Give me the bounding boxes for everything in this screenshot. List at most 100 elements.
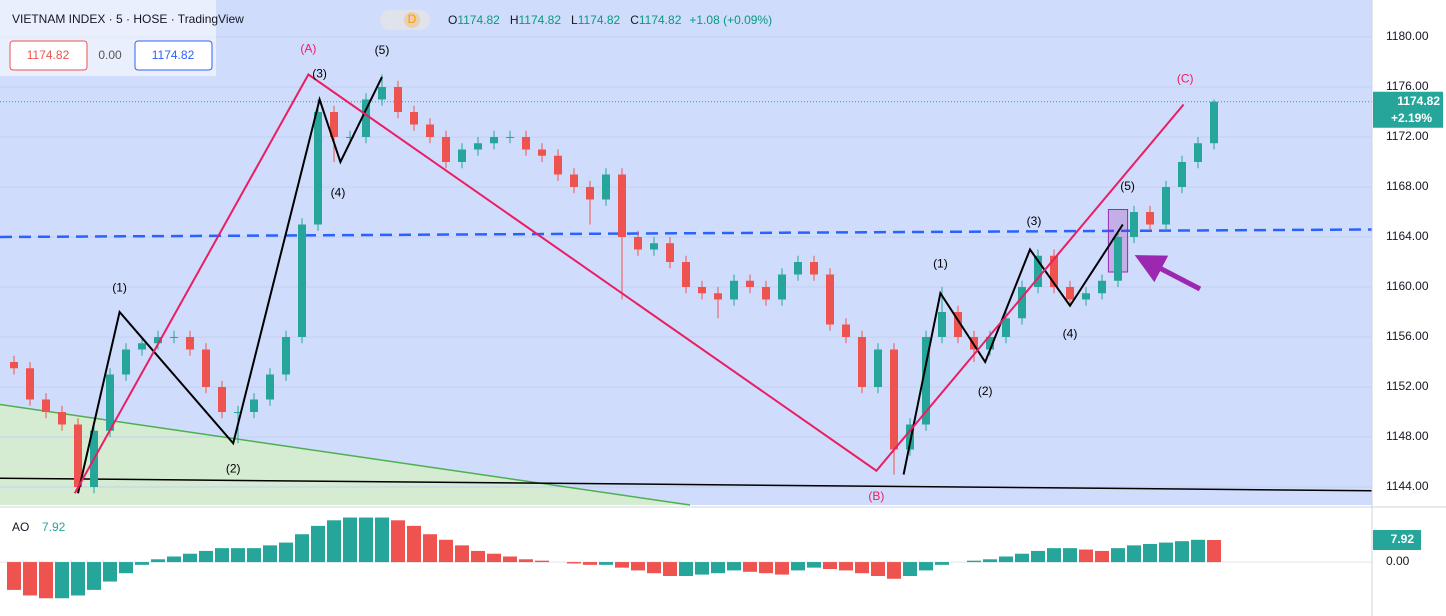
ao-bar [1207, 540, 1221, 563]
wave-label: (4) [1063, 327, 1078, 341]
ao-bar [839, 562, 853, 571]
wave-label: (B) [868, 489, 884, 503]
ao-bar [119, 562, 133, 574]
candle-body [314, 112, 322, 225]
y-tick-label: 1152.00 [1386, 379, 1429, 393]
ao-bar [1191, 539, 1205, 563]
ohlc-key: L [571, 13, 578, 27]
ao-bar [1063, 548, 1077, 563]
candle-body [1194, 143, 1202, 162]
ao-bar [391, 520, 405, 563]
legend: VIETNAM INDEX · 5 · HOSE · TradingView D… [0, 0, 772, 76]
ao-bar [1015, 553, 1029, 563]
candle-body [106, 374, 114, 431]
ao-bar [679, 562, 693, 576]
toggle[interactable] [380, 10, 430, 30]
ao-bar [903, 562, 917, 576]
candle-body [986, 337, 994, 350]
candle-body [810, 262, 818, 275]
badge-bg [404, 12, 420, 28]
ohlc-value: 1174.82 [578, 13, 621, 27]
wave-line [73, 73, 1185, 494]
ao-bar [983, 559, 997, 563]
ao-bar [311, 525, 325, 563]
ao-bar [519, 559, 533, 563]
ao-value: 7.92 [42, 520, 66, 534]
candle-body [298, 224, 306, 337]
candle-body [698, 287, 706, 294]
ao-bar [295, 534, 309, 563]
candle-body [426, 124, 434, 137]
candle-body [10, 362, 18, 369]
ao-bar [919, 562, 933, 571]
candle-body [1066, 287, 1074, 300]
sell-box[interactable] [9, 40, 88, 71]
candle-body [586, 187, 594, 200]
y-tick-label: 0.00 [1386, 554, 1410, 568]
ao-bar [631, 562, 645, 571]
wave-label: (2) [226, 462, 241, 476]
ao-bar [599, 562, 613, 565]
candle-body [250, 399, 258, 412]
ao-bar [423, 534, 437, 563]
candle-body [650, 243, 658, 250]
ao-bar [23, 562, 37, 596]
ao-bar [455, 545, 469, 563]
ao-bar [823, 562, 837, 570]
ao-bar [503, 556, 517, 563]
candle-body [474, 143, 482, 150]
wave-label: (1) [933, 257, 948, 271]
ao-bar [167, 556, 181, 563]
ao-bar [935, 562, 949, 565]
ao-bar [279, 542, 293, 563]
ohlc-key: H [510, 13, 519, 27]
candle-body [602, 174, 610, 200]
candle-body [1098, 280, 1106, 294]
ao-bar [567, 562, 581, 564]
ao-badge [1373, 530, 1421, 551]
candle-body [378, 87, 386, 100]
ao-bar [871, 562, 885, 576]
candle-body [858, 337, 866, 387]
price-badge-label: 1174.82 [1397, 94, 1440, 108]
price-badge [1373, 91, 1443, 128]
y-tick-label: 1176.00 [1386, 79, 1429, 93]
ao-bar [887, 562, 901, 579]
ao-bar [1159, 542, 1173, 563]
ao-bar [695, 562, 709, 575]
candle-body [346, 137, 354, 138]
buy-box[interactable] [134, 40, 213, 71]
ao-bar [743, 562, 757, 572]
candle-body [778, 274, 786, 300]
wave-label: (4) [331, 185, 346, 199]
wave-label: (3) [1027, 214, 1042, 228]
ao-bar [183, 553, 197, 563]
y-tick-label: 1164.00 [1386, 229, 1429, 243]
candle-body [570, 174, 578, 187]
ao-bar [407, 525, 421, 563]
y-tick-label: 1180.00 [1386, 29, 1429, 43]
y-tick-label: 1172.00 [1386, 129, 1429, 143]
candle-body [186, 337, 194, 350]
wave-line [902, 223, 1124, 475]
candle-body [506, 137, 514, 138]
ao-bar [1143, 543, 1157, 563]
level-line [0, 477, 1373, 492]
level-line [0, 228, 1373, 239]
ao-bar [1047, 548, 1061, 563]
ao-bar [151, 559, 165, 563]
candle-body [554, 155, 562, 175]
wave-label: (3) [312, 67, 327, 81]
candle-body [1114, 237, 1122, 281]
candle-body [170, 337, 178, 338]
candle-body [1034, 255, 1042, 287]
candle-body [794, 262, 802, 275]
wave-line [77, 76, 383, 494]
candle-body [490, 137, 498, 144]
candle-body [330, 112, 338, 137]
change: +1.08 (+0.09%) [689, 13, 772, 27]
candle-body [202, 349, 210, 387]
ao-bar [7, 562, 21, 590]
y-tick-label: 1156.00 [1386, 329, 1429, 343]
candle-body [154, 337, 162, 344]
